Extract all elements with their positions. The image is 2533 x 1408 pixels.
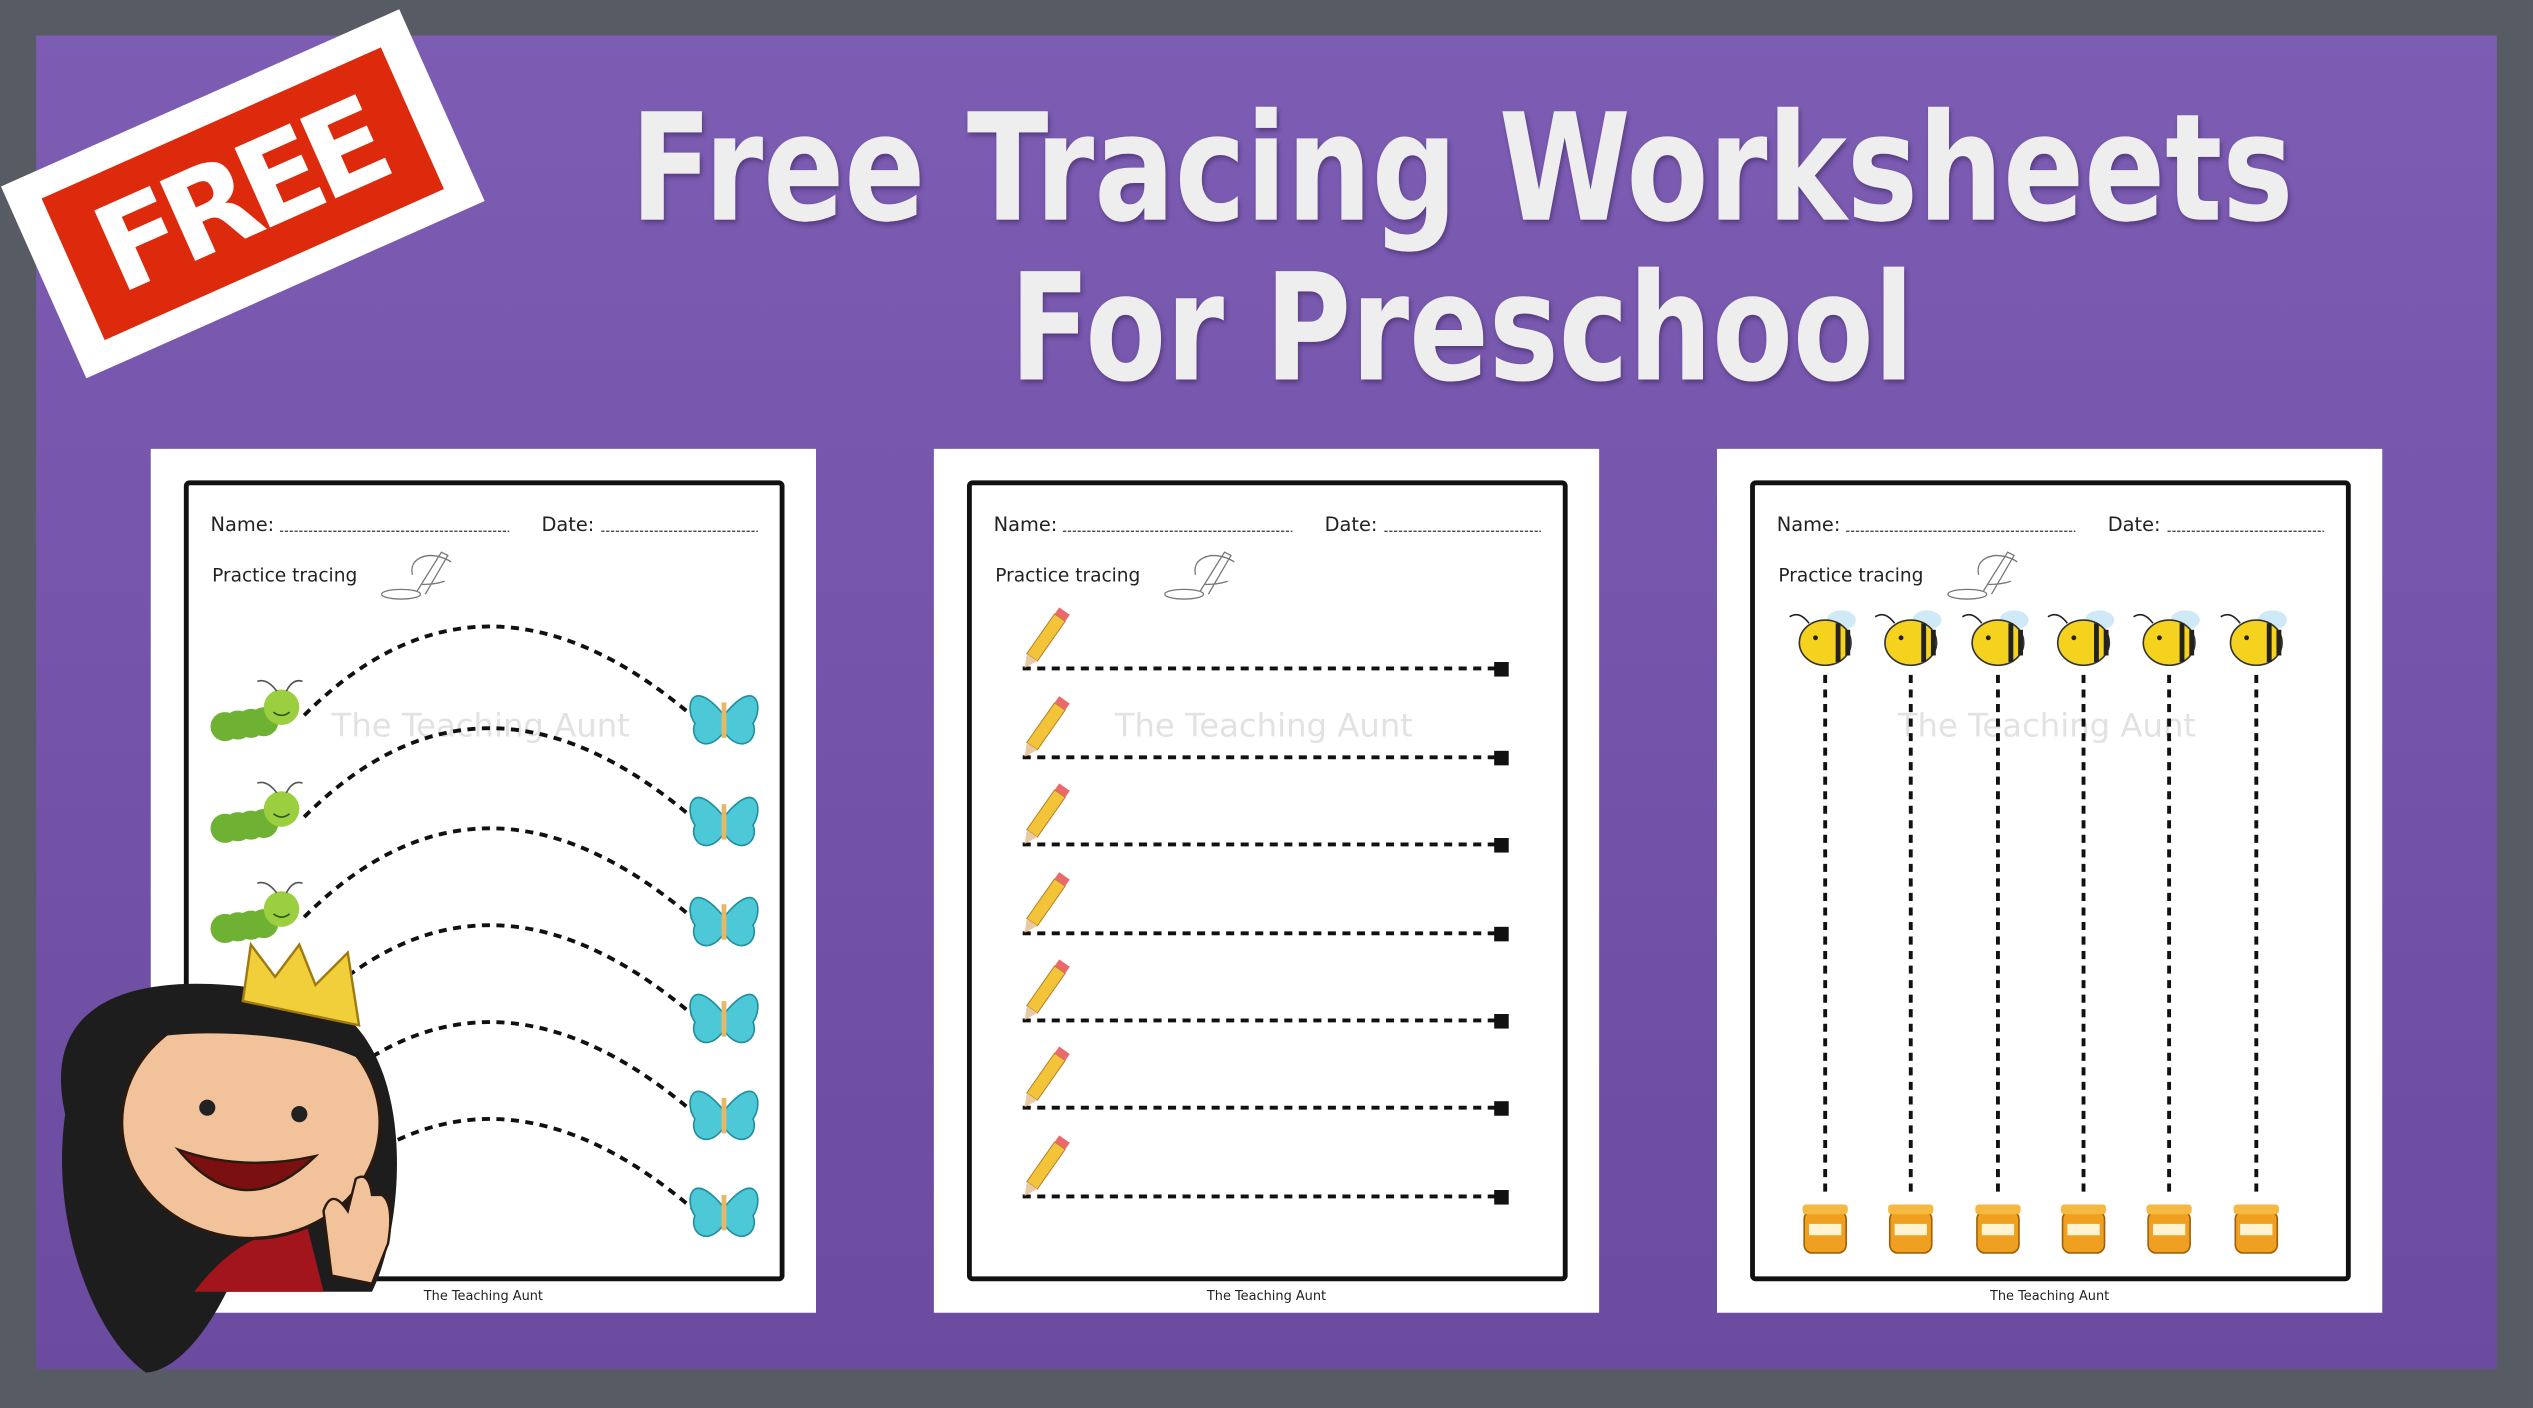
square-icon [1494, 1014, 1509, 1029]
square-icon [1494, 838, 1509, 853]
square-icon [1494, 926, 1509, 942]
honey-pot-icon [1802, 1204, 1848, 1254]
title-line-2: For Preschool [1010, 242, 1914, 415]
pencil-icon [1024, 696, 1070, 757]
square-icon [1494, 662, 1509, 677]
instruction-text: Practice tracing [995, 565, 1140, 586]
pencil-icon [1024, 1046, 1070, 1108]
name-label: Name: [211, 513, 275, 536]
instruction-text: Practice tracing [212, 565, 357, 586]
honey-pot-icon [2060, 1204, 2107, 1254]
eye [199, 1099, 216, 1116]
teaching-aunt-mascot [61, 941, 397, 1373]
footer-credit: The Teaching Aunt [423, 1289, 543, 1304]
pencil-icon [1024, 1135, 1070, 1196]
curved-tracing-path [302, 726, 693, 819]
curved-tracing-path [302, 923, 693, 1016]
watermark-text: The Teaching Aunt [1897, 706, 2196, 744]
worksheet-border [183, 480, 785, 1282]
worksheet-border [1750, 480, 2351, 1282]
butterfly-icon [689, 1187, 759, 1237]
smile [174, 1147, 320, 1192]
worksheet-3: Name: Date: Practice tracing The Teaching A… [1716, 448, 2383, 1313]
bee-icon [1789, 610, 1856, 667]
watermark-text: The Teaching Aunt [1114, 706, 1413, 744]
square-icon [1494, 1190, 1509, 1205]
caterpillar-icon [210, 679, 303, 742]
bee-icon [2220, 610, 2287, 667]
crown-icon [241, 941, 361, 1027]
butterfly-icon [689, 1090, 759, 1141]
worksheet-2: Name: Date: Practice tracing The Teaching A… [933, 448, 1600, 1313]
caterpillar-icon [210, 881, 303, 943]
honey-pot-icon [1888, 1204, 1934, 1254]
footer-credit: The Teaching Aunt [1206, 1289, 1326, 1304]
bee-icon [1874, 610, 1942, 667]
waving-hand [322, 1175, 392, 1286]
honey-pot-icon [2146, 1204, 2192, 1254]
worksheet-border [966, 480, 1568, 1282]
name-label: Name: [1777, 513, 1841, 536]
butterfly-icon [689, 993, 759, 1044]
square-icon [1494, 1101, 1509, 1116]
pencil-icon [1024, 959, 1070, 1020]
hand-writing-icon [1947, 551, 2018, 600]
butterfly-icon [689, 796, 759, 847]
hand-writing-icon [1164, 551, 1235, 600]
curved-tracing-path [302, 624, 693, 717]
instruction-text: Practice tracing [1778, 565, 1923, 586]
pencil-icon [1024, 783, 1070, 844]
bee-icon [1961, 610, 2029, 667]
bee-icon [2047, 610, 2115, 667]
eye [291, 1106, 308, 1123]
footer-credit: The Teaching Aunt [1989, 1289, 2109, 1304]
honey-pot-icon [1975, 1204, 2021, 1254]
square-icon [1494, 750, 1509, 766]
worksheet-page [1716, 448, 2383, 1313]
free-stamp: FREE [0, 9, 485, 379]
date-label: Date: [1325, 513, 1378, 536]
caterpillar-icon [210, 781, 303, 843]
bangs [132, 1004, 372, 1066]
pencil-icon [1024, 607, 1070, 668]
watermark-text: The Teaching Aunt [331, 706, 630, 744]
dress [194, 1227, 324, 1292]
curved-tracing-path [302, 826, 693, 919]
bee-icon [2133, 610, 2200, 667]
title-line-1: Free Tracing Worksheets [630, 83, 2293, 256]
hand-writing-icon [381, 551, 452, 600]
pencil-icon [1024, 872, 1070, 933]
honey-pot-icon [2233, 1204, 2279, 1254]
name-label: Name: [994, 513, 1058, 536]
date-label: Date: [542, 513, 595, 536]
butterfly-icon [689, 695, 759, 745]
date-label: Date: [2108, 513, 2161, 536]
butterfly-icon [689, 896, 759, 947]
